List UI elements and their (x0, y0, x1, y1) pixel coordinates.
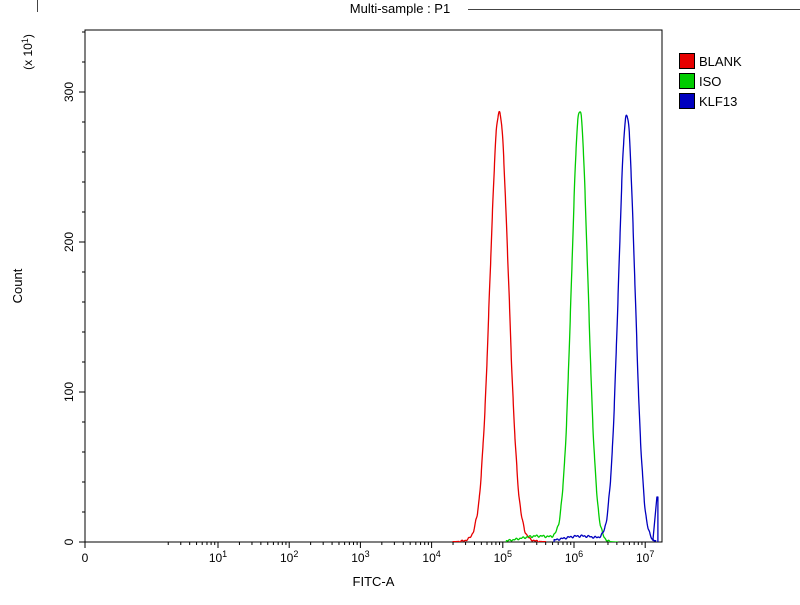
y-tick-label: 300 (62, 82, 76, 102)
legend-swatch-iso (679, 73, 695, 89)
curve-klf13 (553, 114, 659, 542)
window-edge-mark (37, 0, 38, 12)
x-tick-label: 0 (82, 551, 89, 565)
x-tick-label: 101 (209, 549, 227, 565)
histogram-curves (452, 110, 659, 542)
y-tick-label: 0 (62, 538, 76, 545)
x-tick-label: 107 (636, 549, 654, 565)
x-tick-label: 106 (565, 549, 583, 565)
chart-title: Multi-sample : P1 (349, 1, 451, 16)
curve-iso (505, 111, 619, 542)
x-tick-label: 103 (351, 549, 369, 565)
x-axis-label: FITC-A (353, 574, 395, 589)
y-axis-unit-label: (x 101) (20, 34, 35, 70)
x-tick-label: 102 (280, 549, 298, 565)
legend-item: BLANK (679, 53, 742, 69)
x-axis-tick-labels: 0 101 102 103 104 105 106 107 (82, 549, 655, 565)
legend-item: KLF13 (679, 93, 742, 109)
legend: BLANK ISO KLF13 (679, 53, 742, 113)
x-tick-label: 104 (422, 549, 440, 565)
x-axis-ticks (84, 542, 646, 548)
legend-label: BLANK (699, 53, 742, 69)
y-axis-tick-labels: 0 100 200 300 (62, 82, 76, 546)
legend-swatch-blank (679, 53, 695, 69)
legend-label: KLF13 (699, 93, 738, 109)
y-axis-label: Count (10, 268, 25, 303)
y-axis-ticks (79, 31, 85, 543)
y-tick-label: 200 (62, 232, 76, 252)
legend-swatch-klf13 (679, 93, 695, 109)
y-tick-label: 100 (62, 382, 76, 402)
plot-frame (84, 29, 663, 543)
x-tick-label: 105 (494, 549, 512, 565)
curve-blank (452, 110, 547, 542)
title-rule (468, 9, 800, 10)
legend-label: ISO (699, 73, 722, 89)
legend-item: ISO (679, 73, 742, 89)
